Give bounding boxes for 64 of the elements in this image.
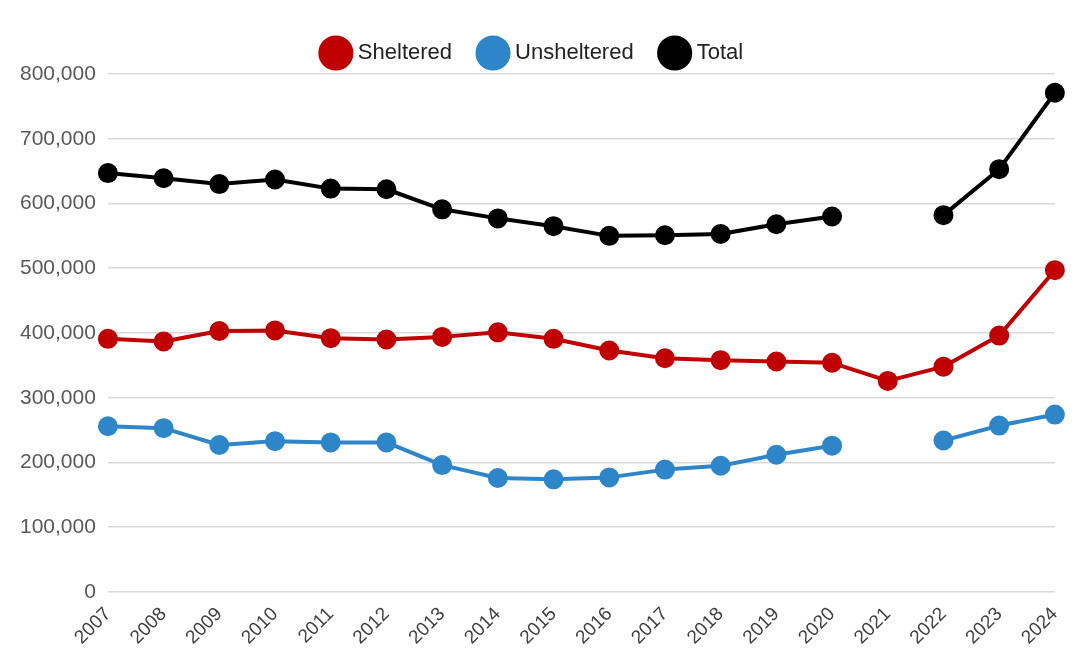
y-tick-label: 800,000 xyxy=(19,60,96,84)
y-tick-label: 0 xyxy=(84,578,96,602)
point xyxy=(822,352,843,373)
y-tick-label: 400,000 xyxy=(19,319,96,343)
point xyxy=(1044,260,1065,281)
point xyxy=(599,340,620,361)
legend-label: Unsheltered xyxy=(515,39,634,65)
point xyxy=(933,356,954,377)
point xyxy=(97,416,118,437)
y-tick-label: 200,000 xyxy=(19,449,96,473)
legend-label: Sheltered xyxy=(357,39,453,65)
point xyxy=(376,329,397,350)
y-tick-label: 700,000 xyxy=(19,125,96,149)
y-tick-label: 300,000 xyxy=(19,384,96,408)
point xyxy=(543,328,564,349)
point xyxy=(766,214,787,235)
point xyxy=(265,320,286,341)
point xyxy=(487,468,508,489)
point xyxy=(376,179,397,200)
point xyxy=(153,168,174,189)
point xyxy=(1044,82,1065,103)
point xyxy=(599,467,620,488)
point xyxy=(989,159,1010,180)
point xyxy=(933,430,954,451)
point xyxy=(1044,404,1065,425)
point xyxy=(209,174,230,195)
point xyxy=(710,455,731,476)
point xyxy=(320,178,341,199)
point xyxy=(989,415,1010,436)
point xyxy=(487,208,508,229)
point xyxy=(654,225,675,246)
point xyxy=(543,216,564,237)
point xyxy=(209,321,230,342)
point xyxy=(710,223,731,244)
point xyxy=(153,418,174,439)
point xyxy=(320,432,341,453)
point xyxy=(487,322,508,343)
point xyxy=(822,206,843,227)
point xyxy=(376,432,397,453)
point xyxy=(265,431,286,452)
point xyxy=(933,205,954,226)
point xyxy=(543,469,564,490)
legend-label: Total xyxy=(696,39,744,65)
point xyxy=(209,435,230,456)
point xyxy=(153,331,174,352)
y-tick-label: 500,000 xyxy=(19,255,96,279)
point xyxy=(654,459,675,480)
point xyxy=(877,370,898,391)
point xyxy=(432,326,453,347)
point xyxy=(710,350,731,371)
point xyxy=(822,435,843,456)
point xyxy=(989,325,1010,346)
point xyxy=(599,225,620,246)
point xyxy=(97,328,118,349)
y-tick-label: 600,000 xyxy=(19,190,96,214)
point xyxy=(766,444,787,465)
point xyxy=(265,169,286,190)
point xyxy=(432,455,453,476)
y-tick-label: 100,000 xyxy=(19,514,96,538)
point xyxy=(432,199,453,220)
point xyxy=(654,348,675,369)
point xyxy=(97,163,118,184)
point xyxy=(766,351,787,372)
point xyxy=(320,328,341,349)
